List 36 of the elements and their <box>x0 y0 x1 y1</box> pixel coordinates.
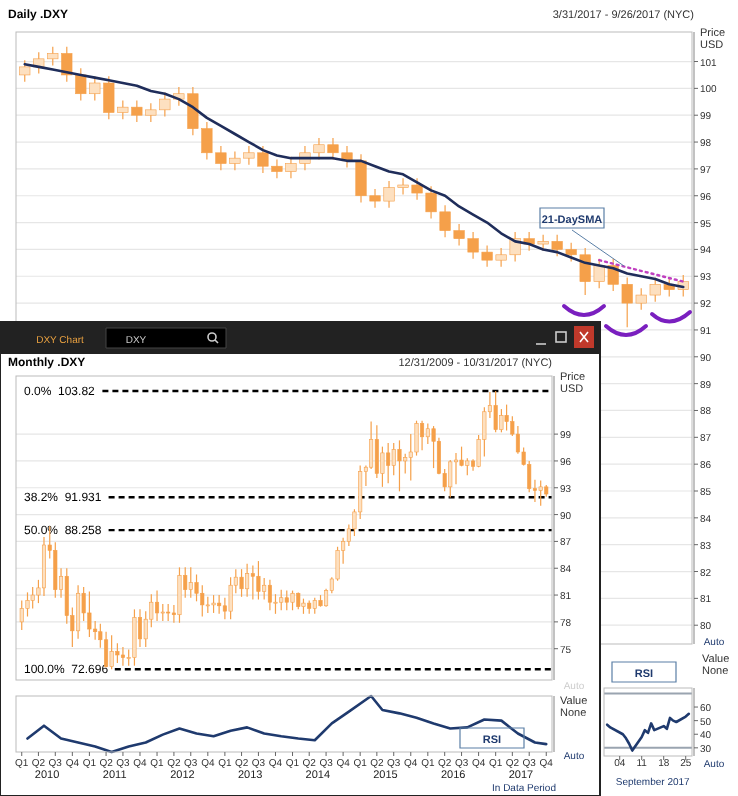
candlestick <box>245 563 250 598</box>
candlestick <box>284 589 289 611</box>
candlestick <box>228 576 233 620</box>
candlestick <box>188 566 193 599</box>
candlestick <box>425 422 430 445</box>
candlestick <box>115 642 120 664</box>
candlestick <box>499 408 504 433</box>
candlestick <box>177 566 182 624</box>
candlestick <box>397 439 402 492</box>
candlestick <box>380 446 385 488</box>
candlestick <box>19 599 24 631</box>
candlestick <box>256 560 261 601</box>
candlestick <box>493 390 498 433</box>
candlestick <box>30 586 35 610</box>
candlestick <box>538 480 543 507</box>
candlestick <box>386 442 391 484</box>
candlestick <box>279 589 284 611</box>
candlestick <box>267 579 272 611</box>
candlestick <box>290 589 295 611</box>
candlestick <box>374 424 379 479</box>
line-series <box>605 712 691 752</box>
candlestick <box>217 594 222 615</box>
candlestick <box>132 608 137 667</box>
candlestick <box>239 568 244 598</box>
candlestick <box>448 459 453 499</box>
candlestick <box>250 564 255 601</box>
candlestick <box>262 577 267 601</box>
candlestick <box>109 634 114 670</box>
candlestick <box>504 404 509 432</box>
candlestick <box>120 646 125 667</box>
candlestick <box>431 425 436 469</box>
candlestick <box>104 631 109 669</box>
candlestick <box>76 584 81 640</box>
candlestick <box>155 589 160 622</box>
candlestick <box>420 420 425 451</box>
candlestick <box>87 590 92 638</box>
